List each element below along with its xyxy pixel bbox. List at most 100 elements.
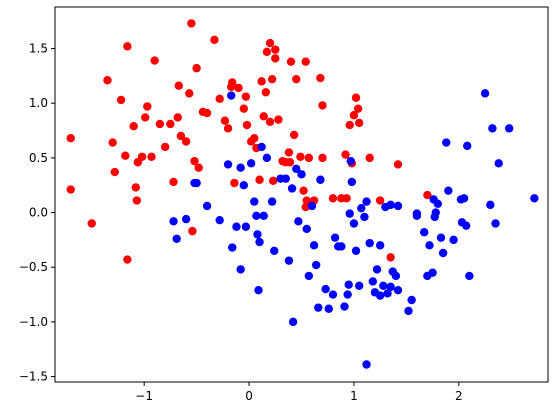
red-point [351, 93, 361, 102]
blue-point [431, 208, 440, 217]
red-point [192, 64, 201, 73]
blue-point [433, 199, 443, 208]
blue-point [375, 241, 385, 250]
blue-point [239, 181, 249, 190]
y-tick-label: 0.0 [29, 206, 48, 220]
blue-point [349, 219, 359, 228]
red-point [188, 226, 197, 236]
blue-point [255, 237, 264, 247]
blue-point [324, 304, 333, 313]
red-point [176, 131, 186, 141]
red-point [345, 120, 354, 130]
y-tick-label: 0.5 [29, 151, 48, 165]
blue-point [343, 290, 352, 299]
red-point [304, 153, 314, 163]
blue-point [321, 284, 330, 294]
red-point [292, 74, 301, 84]
blue-point [480, 89, 490, 98]
blue-point [375, 291, 385, 300]
red-point [318, 153, 327, 163]
blue-point [259, 211, 268, 221]
blue-point [354, 281, 364, 290]
blue-point [257, 142, 266, 152]
blue-point [386, 282, 395, 292]
blue-point [407, 295, 416, 305]
red-point [187, 19, 196, 28]
red-point [250, 133, 259, 143]
red-point [108, 138, 117, 147]
red-point [268, 176, 278, 186]
red-point [110, 167, 119, 177]
red-point [131, 183, 140, 192]
red-point [210, 35, 219, 44]
red-point [354, 118, 364, 128]
blue-point [304, 271, 314, 281]
blue-point [345, 209, 354, 218]
blue-point [530, 194, 539, 203]
red-point [141, 113, 150, 122]
blue-point [270, 246, 279, 256]
red-point [261, 88, 271, 97]
red-point [285, 158, 295, 167]
red-point [150, 56, 159, 65]
red-point [66, 133, 75, 143]
red-point [123, 42, 132, 51]
axis-ticks: −1 0 1 2 −1.5 −1.0 −0.5 0.0 0.5 1.0 1.5 [19, 42, 463, 403]
blue-point [491, 219, 500, 228]
blue-point [420, 228, 429, 237]
blue-point [362, 197, 371, 206]
blue-point [383, 289, 392, 298]
blue-point [309, 241, 319, 250]
red-point [274, 115, 283, 124]
red-point [328, 194, 338, 203]
red-point [255, 175, 264, 184]
red-point [220, 116, 230, 125]
blue-point [228, 243, 237, 252]
blue-point [494, 159, 503, 168]
blue-point [287, 184, 297, 193]
red-point [228, 78, 237, 87]
red-point [190, 156, 199, 166]
blue-point [465, 271, 474, 281]
blue-point [488, 124, 497, 133]
y-tick-label: −1.0 [19, 315, 48, 329]
red-point [155, 119, 165, 129]
red-point [342, 194, 351, 203]
blue-point [250, 197, 259, 206]
blue-point [192, 178, 201, 188]
blue-point [241, 222, 251, 231]
blue-point [337, 242, 346, 251]
x-tick-label: 1 [350, 389, 358, 403]
blue-point [386, 200, 395, 210]
red-point [166, 119, 175, 129]
red-point [286, 57, 296, 66]
blue-point [246, 159, 256, 168]
red-point [386, 253, 395, 262]
red-point [299, 186, 308, 195]
blue-point [368, 277, 378, 286]
red-point [241, 92, 251, 101]
red-point [271, 54, 280, 63]
blue-point [328, 290, 338, 299]
red-point [318, 101, 327, 110]
y-tick-label: −0.5 [19, 260, 48, 274]
red-point [103, 76, 112, 85]
red-point [265, 38, 275, 48]
red-point [302, 196, 311, 205]
blue-point [284, 256, 294, 265]
red-point [123, 255, 132, 264]
blue-point [346, 156, 355, 166]
y-tick-label: 1.5 [29, 42, 48, 56]
red-point [259, 112, 268, 121]
red-point [137, 152, 147, 161]
blue-point [404, 306, 413, 316]
red-point [265, 117, 275, 126]
blue-point [391, 271, 401, 281]
blue-point [438, 248, 448, 258]
blue-point [340, 302, 349, 311]
red-point [316, 73, 325, 83]
blue-point [267, 197, 277, 206]
blue-point [344, 280, 353, 289]
red-point [202, 108, 212, 118]
red-point [375, 196, 385, 205]
